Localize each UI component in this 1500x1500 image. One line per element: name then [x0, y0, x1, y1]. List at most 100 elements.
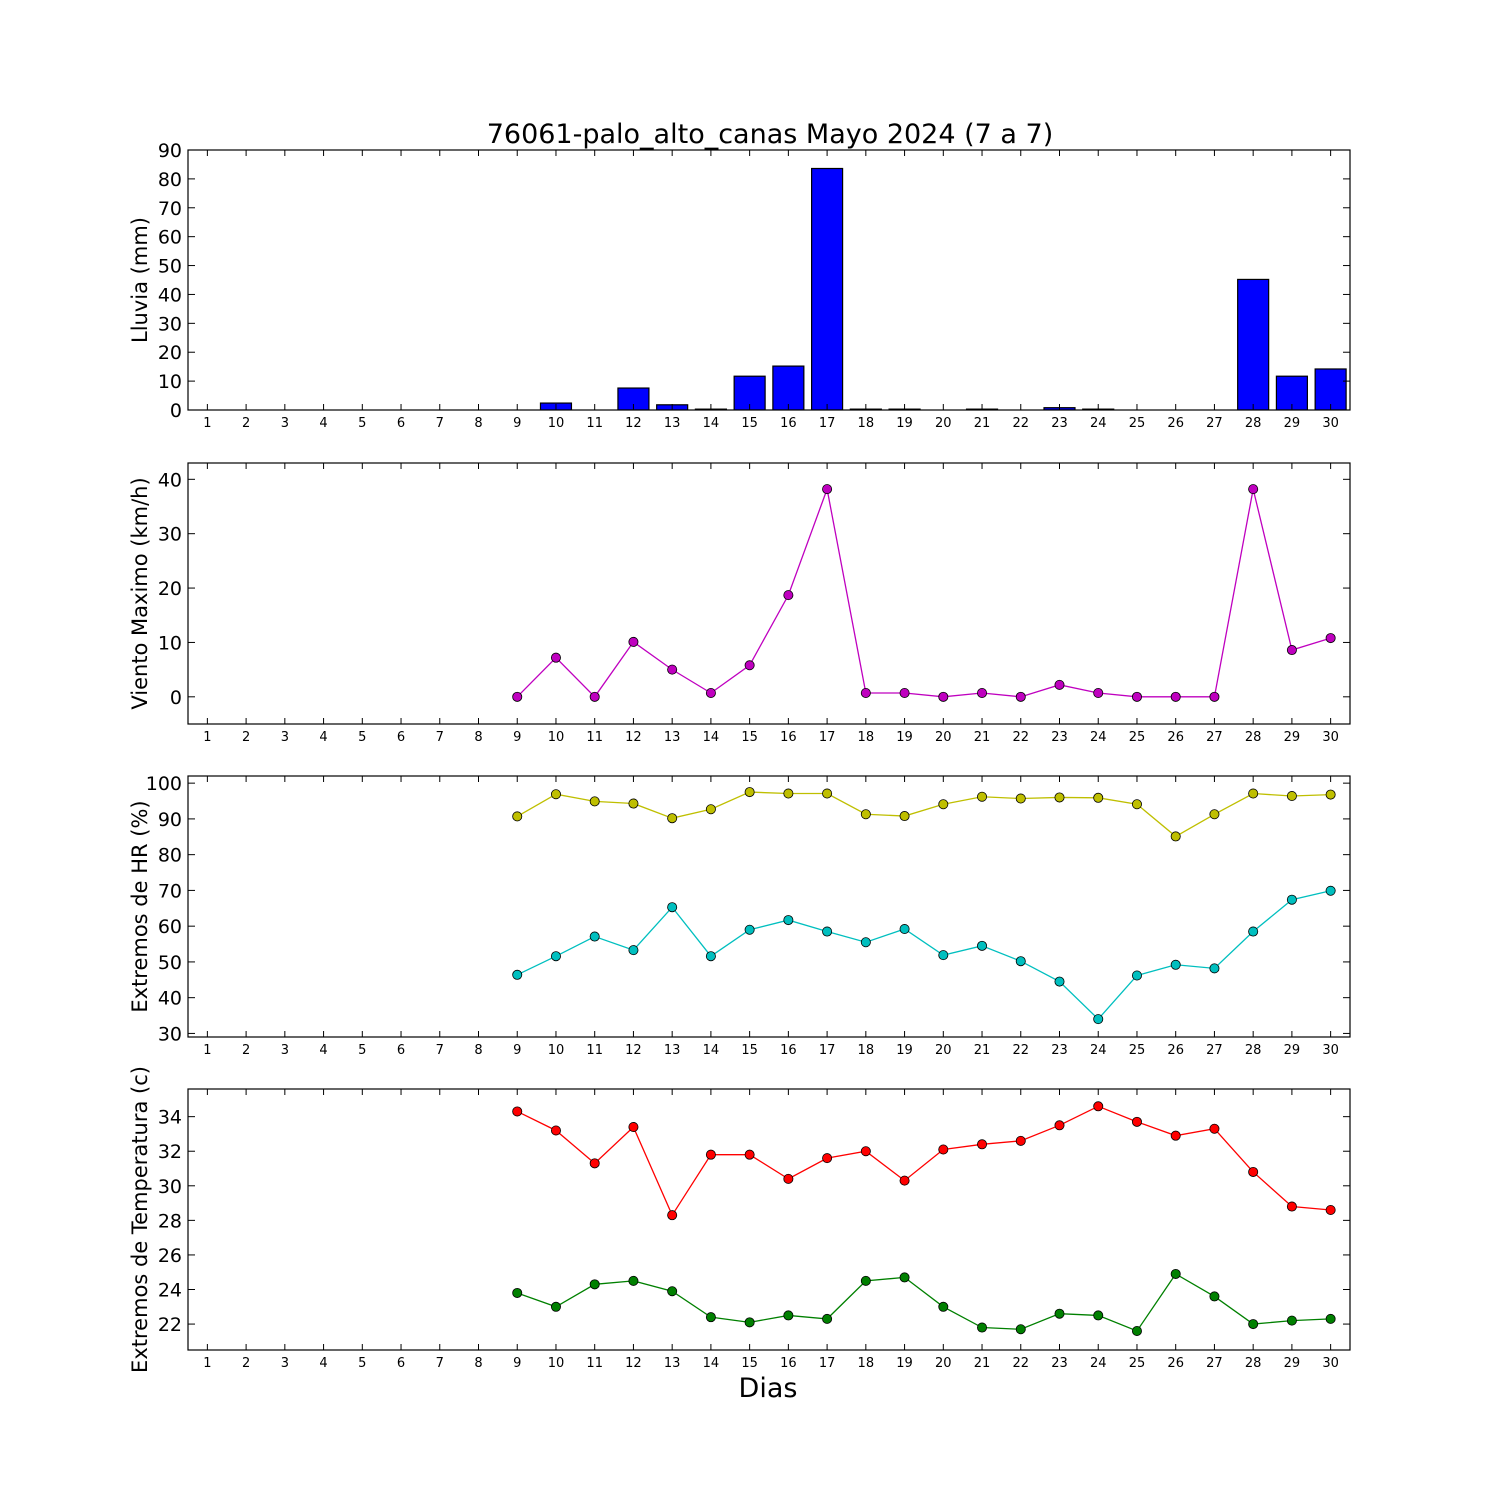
- series-1-point-day-17: [822, 788, 833, 799]
- series-1-point-day-14: [705, 1149, 716, 1160]
- series-2-point-day-26: [1170, 959, 1181, 970]
- y-tick-label: 0: [170, 687, 182, 709]
- series-1-point-day-26: [1170, 691, 1181, 702]
- x-tick-label: 22: [1012, 1043, 1029, 1058]
- series-2-point-day-28: [1248, 926, 1259, 937]
- y-tick-label: 28: [158, 1210, 182, 1232]
- series-1-point-day-13: [667, 664, 678, 675]
- x-tick-label: 14: [703, 1043, 720, 1058]
- series-1-point-day-15: [744, 1149, 755, 1160]
- y-tick-label: 90: [158, 809, 182, 831]
- series-2-point-day-15: [744, 924, 755, 935]
- y-tick-label: 34: [158, 1107, 182, 1129]
- y-tick-label: 40: [158, 469, 182, 491]
- x-tick-label: 9: [513, 1356, 521, 1371]
- y-tick-label: 80: [158, 169, 182, 191]
- series-1-point-day-24: [1093, 1101, 1104, 1112]
- y-tick-label: 30: [158, 313, 182, 335]
- series-1-point-day-20: [938, 1144, 949, 1155]
- series-1-point-day-25: [1131, 691, 1142, 702]
- y-tick-label: 20: [158, 578, 182, 600]
- plot-area: [512, 787, 1336, 1025]
- x-tick-label: 30: [1322, 1043, 1339, 1058]
- x-tick-label: 11: [586, 1043, 603, 1058]
- series-1-point-day-23: [1054, 679, 1065, 690]
- x-tick-label: 1: [203, 1043, 211, 1058]
- series-2-point-day-24: [1093, 1310, 1104, 1321]
- series-1-point-day-28: [1248, 788, 1259, 799]
- series-2-point-day-13: [667, 1286, 678, 1297]
- series-1-point-day-9: [512, 1106, 523, 1117]
- y-tick-label: 60: [158, 916, 182, 938]
- series-1-point-day-10: [550, 652, 561, 663]
- x-tick-label: 21: [974, 416, 991, 431]
- series-2-point-day-27: [1209, 963, 1220, 974]
- x-tick-label: 29: [1284, 1356, 1301, 1371]
- x-tick-label: 24: [1090, 730, 1107, 745]
- series-2-point-day-11: [589, 1279, 600, 1290]
- y-tick-label: 0: [170, 400, 182, 422]
- series-2-point-day-9: [512, 969, 523, 980]
- x-tick-label: 22: [1012, 1356, 1029, 1371]
- series-1-point-day-18: [860, 688, 871, 699]
- series-1-point-day-24: [1093, 792, 1104, 803]
- x-tick-label: 19: [896, 730, 913, 745]
- x-tick-label: 2: [242, 1356, 250, 1371]
- y-tick-label: 40: [158, 284, 182, 306]
- series-1-point-day-23: [1054, 792, 1065, 803]
- x-tick-label: 23: [1051, 1043, 1068, 1058]
- plot-area: [539, 167, 1347, 410]
- x-tick-label: 5: [358, 1043, 366, 1058]
- series-1-point-day-12: [628, 798, 639, 809]
- series-2-point-day-19: [899, 1272, 910, 1283]
- series-1-point-day-28: [1248, 1166, 1259, 1177]
- series-1-point-day-20: [938, 691, 949, 702]
- series-1-point-day-11: [589, 1158, 600, 1169]
- x-tick-label: 15: [741, 1356, 758, 1371]
- y-tick-label: 20: [158, 342, 182, 364]
- series-1-line: [516, 1105, 1331, 1217]
- series-2-point-day-20: [938, 950, 949, 961]
- series-2-point-day-29: [1286, 894, 1297, 905]
- series-2-point-day-16: [783, 1310, 794, 1321]
- x-tick-label: 17: [819, 1043, 836, 1058]
- x-tick-label: 20: [935, 416, 952, 431]
- x-tick-label: 26: [1167, 1356, 1184, 1371]
- series-1-point-day-26: [1170, 1130, 1181, 1141]
- x-tick-label: 14: [703, 730, 720, 745]
- x-tick-label: 9: [513, 416, 521, 431]
- series-2-point-day-21: [977, 940, 988, 951]
- x-tick-label: 28: [1245, 730, 1262, 745]
- x-tick-label: 29: [1284, 730, 1301, 745]
- x-tick-label: 6: [397, 730, 405, 745]
- x-tick-label: 18: [858, 1356, 875, 1371]
- series-1-point-day-21: [977, 791, 988, 802]
- x-tick-label: 15: [741, 1043, 758, 1058]
- x-tick-label: 10: [548, 730, 565, 745]
- x-tick-label: 16: [780, 1356, 797, 1371]
- x-tick-label: 13: [664, 730, 681, 745]
- x-tick-label: 7: [436, 416, 444, 431]
- x-tick-label: 25: [1129, 1356, 1146, 1371]
- x-tick-label: 1: [203, 1356, 211, 1371]
- series-1-point-day-23: [1054, 1120, 1065, 1131]
- x-tick-label: 13: [664, 1356, 681, 1371]
- y-tick-label: 10: [158, 371, 182, 393]
- x-tick-label: 19: [896, 416, 913, 431]
- y-tick-label: 50: [158, 952, 182, 974]
- plot-area: [512, 1101, 1336, 1336]
- x-tick-label: 23: [1051, 416, 1068, 431]
- x-tick-label: 25: [1129, 1043, 1146, 1058]
- series-2-point-day-13: [667, 902, 678, 913]
- x-tick-label: 23: [1051, 1356, 1068, 1371]
- series-1-point-day-14: [705, 688, 716, 699]
- series-1-point-day-16: [783, 788, 794, 799]
- series-2-point-day-10: [550, 951, 561, 962]
- x-tick-label: 7: [436, 730, 444, 745]
- y-tick-label: 60: [158, 227, 182, 249]
- x-tick-label: 2: [242, 730, 250, 745]
- x-tick-label: 15: [741, 730, 758, 745]
- x-tick-label: 20: [935, 1043, 952, 1058]
